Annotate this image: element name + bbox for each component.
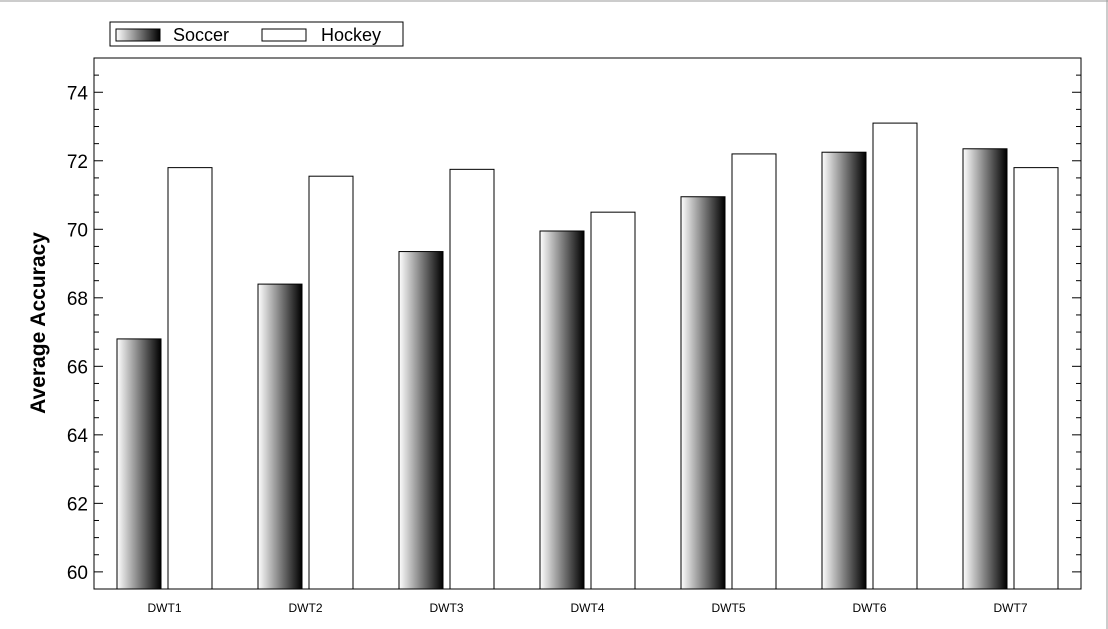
y-tick-label: 74 bbox=[67, 83, 89, 104]
bar-soccer-dwt7 bbox=[962, 148, 1008, 590]
bar-hockey-dwt5 bbox=[731, 153, 777, 590]
x-tick-label-dwt1: DWT1 bbox=[148, 601, 182, 615]
bar-soccer-dwt2 bbox=[257, 283, 303, 590]
x-axis-labels: DWT1 DWT2 DWT3 DWT4 DWT5 DWT6 DWT7 bbox=[148, 601, 1028, 615]
bar-soccer-dwt6 bbox=[821, 151, 867, 590]
y-tick-label: 66 bbox=[67, 357, 88, 378]
bar-soccer-dwt3 bbox=[398, 251, 444, 590]
y-tick-label: 70 bbox=[67, 220, 88, 241]
bar-soccer-dwt4 bbox=[539, 230, 585, 590]
y-tick-label: 68 bbox=[67, 289, 88, 310]
bar-soccer-dwt5 bbox=[680, 196, 726, 590]
bar-hockey-dwt7 bbox=[1013, 167, 1059, 590]
legend-label-hockey: Hockey bbox=[321, 25, 381, 45]
y-axis-label: Average Accuracy bbox=[27, 232, 50, 414]
legend-swatch-hockey bbox=[261, 28, 307, 42]
bar-hockey-dwt1 bbox=[167, 167, 213, 590]
legend-label-soccer: Soccer bbox=[173, 25, 229, 45]
bar-hockey-dwt2 bbox=[308, 175, 354, 590]
bar-hockey-dwt4 bbox=[590, 211, 636, 590]
y-axis-ticks: 60 62 64 66 68 70 72 74 bbox=[67, 57, 1081, 590]
x-tick-label-dwt5: DWT5 bbox=[712, 601, 746, 615]
x-tick-label-dwt3: DWT3 bbox=[430, 601, 464, 615]
y-tick-label: 60 bbox=[67, 563, 88, 584]
legend-swatch-soccer bbox=[115, 28, 161, 42]
x-tick-label-dwt6: DWT6 bbox=[853, 601, 887, 615]
bar-hockey-dwt6 bbox=[872, 122, 918, 590]
y-tick-label: 72 bbox=[67, 152, 88, 173]
plot-area bbox=[93, 57, 1082, 590]
bar-hockey-dwt3 bbox=[449, 168, 495, 590]
x-tick-label-dwt2: DWT2 bbox=[289, 601, 323, 615]
bars-group bbox=[116, 122, 1059, 590]
y-tick-label: 64 bbox=[67, 426, 89, 447]
legend: Soccer Hockey bbox=[109, 21, 404, 47]
y-tick-label: 62 bbox=[67, 494, 88, 515]
x-tick-label-dwt7: DWT7 bbox=[994, 601, 1028, 615]
x-tick-label-dwt4: DWT4 bbox=[571, 601, 605, 615]
bar-soccer-dwt1 bbox=[116, 338, 162, 590]
